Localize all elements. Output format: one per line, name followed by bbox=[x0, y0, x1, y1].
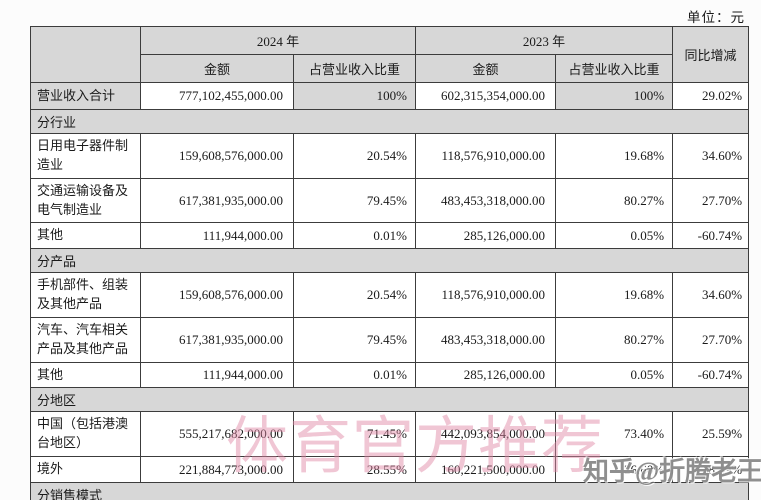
section-label: 分行业 bbox=[29, 109, 750, 134]
pct-2023: 73.40% bbox=[555, 411, 674, 458]
pct-2023: 100% bbox=[555, 82, 674, 110]
table-row: 手机部件、组装及其他产品 159,608,576,000.00 20.54% 118,… bbox=[30, 272, 750, 318]
row-label: 交通运输设备及电气制造业 bbox=[30, 177, 141, 224]
yoy-value: 34.60% bbox=[672, 272, 750, 318]
amount-2024: 221,884,773,000.00 bbox=[140, 456, 294, 483]
row-label: 汽车、汽车相关产品及其他产品 bbox=[30, 316, 141, 363]
pct-2024: 28.55% bbox=[292, 456, 417, 483]
yoy-value: -60.74% bbox=[672, 361, 750, 389]
pct-2023: 19.68% bbox=[555, 133, 674, 179]
amount-2024: 617,381,935,000.00 bbox=[140, 316, 294, 363]
table-body: 营业收入合计 777,102,455,000.00 100% 602,315,354,… bbox=[29, 82, 750, 500]
pct-2023: 0.05% bbox=[555, 222, 674, 250]
pct-2024: 20.54% bbox=[292, 133, 417, 179]
pct-2024: 71.45% bbox=[292, 411, 417, 458]
section-row: 分销售模式 bbox=[29, 481, 750, 500]
amount-2023: 160,221,500,000.00 bbox=[415, 456, 557, 483]
header-row-years: 2024 年 2023 年 同比增减 bbox=[30, 26, 750, 83]
table-row: 营业收入合计 777,102,455,000.00 100% 602,315,354,… bbox=[30, 82, 750, 110]
table-row: 中国（包括港澳台地区） 555,217,682,000.00 71.45% 442,0… bbox=[30, 411, 750, 458]
table-row: 日用电子器件制造业 159,608,576,000.00 20.54% 118,576… bbox=[30, 133, 750, 179]
row-label: 其他 bbox=[30, 222, 141, 250]
pct-2024: 79.45% bbox=[292, 316, 417, 363]
table-row: 其他 111,944,000.00 0.01% 285,126,000.00 0.05%… bbox=[30, 361, 750, 389]
amount-2024: 777,102,455,000.00 bbox=[140, 82, 294, 110]
yoy-value: 38.49% bbox=[672, 456, 750, 483]
amount-2024: 159,608,576,000.00 bbox=[140, 133, 294, 179]
yoy-value: 34.60% bbox=[672, 133, 750, 179]
header-amount-2024: 金额 bbox=[140, 54, 294, 83]
header-year-2023: 2023 年 bbox=[415, 26, 674, 55]
amount-2023: 442,093,854,000.00 bbox=[415, 411, 557, 458]
amount-2023: 118,576,910,000.00 bbox=[415, 272, 557, 318]
amount-2024: 159,608,576,000.00 bbox=[140, 272, 294, 318]
section-row: 分行业 bbox=[29, 109, 750, 134]
header-amount-2023: 金额 bbox=[415, 54, 557, 83]
unit-label: 单位：元 bbox=[687, 10, 745, 25]
amount-2024: 555,217,682,000.00 bbox=[140, 411, 294, 458]
row-label: 其他 bbox=[30, 361, 141, 389]
section-row: 分地区 bbox=[29, 387, 750, 413]
pct-2024: 0.01% bbox=[292, 361, 417, 389]
amount-2023: 118,576,910,000.00 bbox=[415, 133, 557, 179]
header-yoy: 同比增减 bbox=[672, 26, 750, 83]
row-label: 境外 bbox=[30, 456, 141, 483]
table-row: 境外 221,884,773,000.00 28.55% 160,221,500,00… bbox=[30, 456, 750, 483]
pct-2023: 0.05% bbox=[555, 361, 674, 389]
pct-2023: 19.68% bbox=[555, 272, 674, 318]
pct-2023: 80.27% bbox=[555, 177, 674, 224]
table-row: 其他 111,944,000.00 0.01% 285,126,000.00 0.05%… bbox=[30, 222, 750, 250]
amount-2023: 483,453,318,000.00 bbox=[415, 316, 557, 363]
header-empty-cell bbox=[30, 26, 141, 83]
pct-2024: 100% bbox=[292, 82, 417, 110]
section-label: 分销售模式 bbox=[29, 481, 750, 500]
pct-2023: 26.60% bbox=[555, 456, 674, 483]
amount-2023: 285,126,000.00 bbox=[415, 361, 557, 389]
section-label: 分地区 bbox=[29, 387, 750, 413]
row-label: 中国（包括港澳台地区） bbox=[30, 411, 141, 458]
header-pct-2023: 占营业收入比重 bbox=[555, 54, 674, 83]
amount-2023: 285,126,000.00 bbox=[415, 222, 557, 250]
header-pct-2024: 占营业收入比重 bbox=[292, 54, 417, 83]
section-label: 分产品 bbox=[29, 248, 750, 274]
yoy-value: 29.02% bbox=[672, 82, 750, 110]
yoy-value: 27.70% bbox=[672, 316, 750, 363]
pct-2024: 79.45% bbox=[292, 177, 417, 224]
yoy-value: -60.74% bbox=[672, 222, 750, 250]
amount-2023: 602,315,354,000.00 bbox=[415, 82, 557, 110]
row-label: 日用电子器件制造业 bbox=[30, 133, 141, 179]
row-label: 手机部件、组装及其他产品 bbox=[30, 272, 141, 318]
table-row: 交通运输设备及电气制造业 617,381,935,000.00 79.45% 483,… bbox=[30, 177, 750, 224]
amount-2024: 617,381,935,000.00 bbox=[140, 177, 294, 224]
amount-2024: 111,944,000.00 bbox=[140, 222, 294, 250]
header-year-2024: 2024 年 bbox=[139, 26, 417, 55]
revenue-breakdown-table: 2024 年 2023 年 同比增减 金额 占营业收入比重 金额 占营业收入比重… bbox=[29, 26, 750, 500]
pct-2024: 20.54% bbox=[292, 272, 417, 318]
table-header: 2024 年 2023 年 同比增减 金额 占营业收入比重 金额 占营业收入比重 bbox=[30, 26, 750, 83]
yoy-value: 25.59% bbox=[672, 411, 750, 458]
section-row: 分产品 bbox=[29, 248, 750, 274]
table-row: 汽车、汽车相关产品及其他产品 617,381,935,000.00 79.45% 48… bbox=[30, 316, 750, 363]
pct-2024: 0.01% bbox=[292, 222, 417, 250]
row-label: 营业收入合计 bbox=[30, 82, 141, 110]
amount-2024: 111,944,000.00 bbox=[140, 361, 294, 389]
yoy-value: 27.70% bbox=[672, 177, 750, 224]
pct-2023: 80.27% bbox=[555, 316, 674, 363]
header-row-sub: 金额 占营业收入比重 金额 占营业收入比重 bbox=[31, 54, 749, 83]
amount-2023: 483,453,318,000.00 bbox=[415, 177, 557, 224]
